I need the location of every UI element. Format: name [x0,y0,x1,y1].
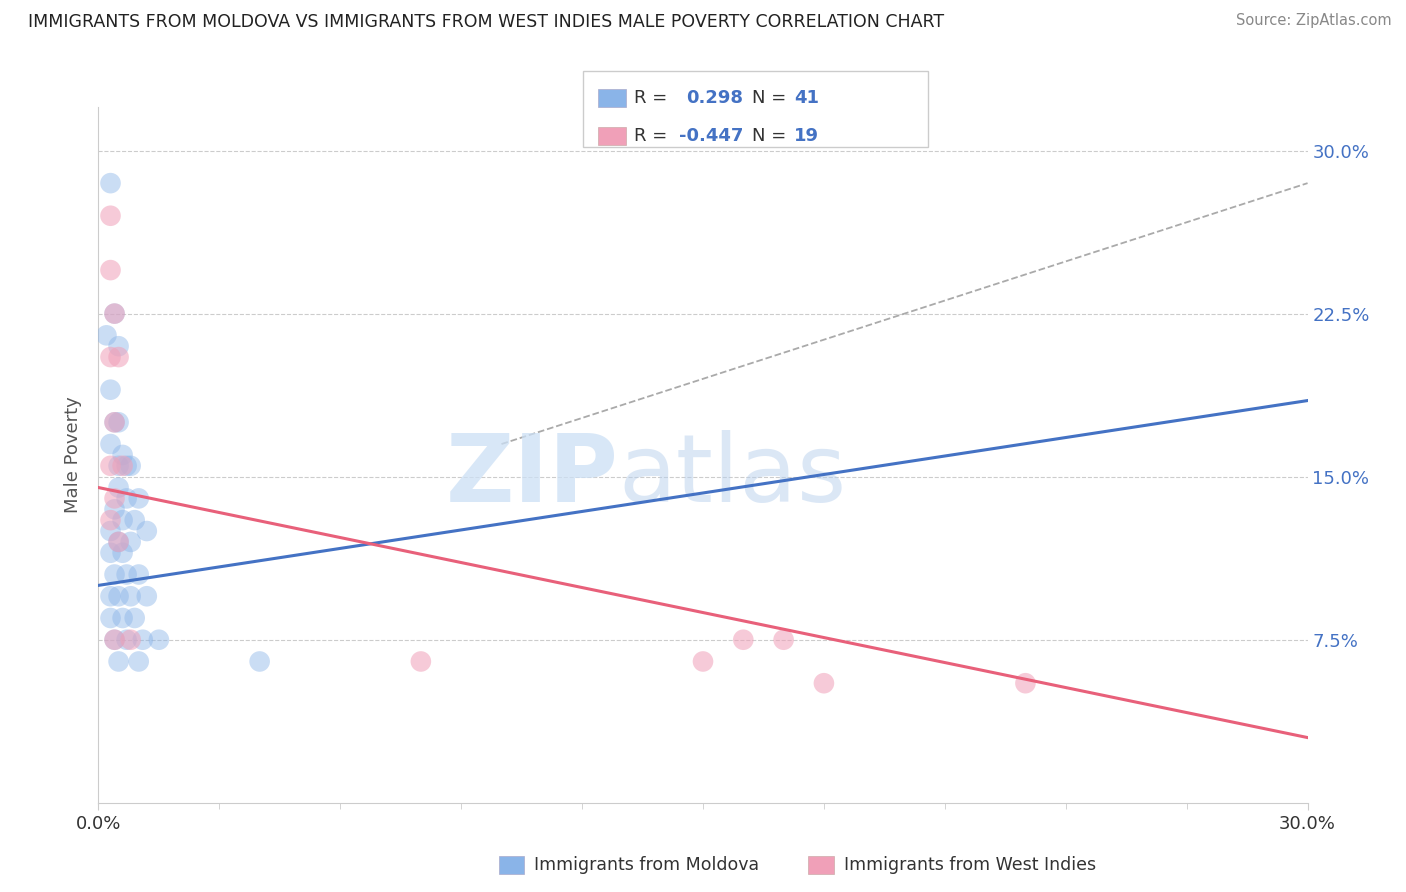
Point [107,339,129,353]
Point [124,513,146,527]
Point [100,524,122,538]
Point [103,567,125,582]
Point [96,328,118,343]
Point [120,458,142,473]
Text: atlas: atlas [619,430,846,522]
Point [107,481,129,495]
Point [111,448,134,462]
Point [107,350,129,364]
Y-axis label: Male Poverty: Male Poverty [65,397,83,513]
Point [120,589,142,603]
Text: Source: ZipAtlas.com: Source: ZipAtlas.com [1236,13,1392,29]
Point [100,458,122,473]
Point [128,655,150,669]
Point [249,655,271,669]
Point [100,546,122,560]
Point [107,589,129,603]
Point [148,632,170,647]
Text: Immigrants from West Indies: Immigrants from West Indies [844,856,1095,874]
Point [103,415,125,429]
Text: N =: N = [752,89,792,107]
Point [128,567,150,582]
Point [111,611,134,625]
Point [107,535,129,549]
Point [107,458,129,473]
Point [107,415,129,429]
Point [103,632,125,647]
Point [128,491,150,506]
Text: 19: 19 [794,127,820,145]
Point [100,350,122,364]
Point [115,458,138,473]
Text: Immigrants from Moldova: Immigrants from Moldova [534,856,759,874]
Point [100,176,122,190]
Text: 0.298: 0.298 [686,89,744,107]
Point [107,535,129,549]
Point [103,632,125,647]
Point [103,491,125,506]
Point [100,263,122,277]
Point [100,437,122,451]
Point [100,589,122,603]
Point [813,676,835,690]
Point [111,458,134,473]
Point [132,632,155,647]
Point [103,307,125,321]
Point [1014,676,1036,690]
Point [115,632,138,647]
Point [103,415,125,429]
Text: 41: 41 [794,89,820,107]
Point [100,209,122,223]
Point [103,502,125,516]
Point [124,611,146,625]
Text: -0.447: -0.447 [679,127,744,145]
Point [100,513,122,527]
Point [409,655,432,669]
Point [115,567,138,582]
Text: ZIP: ZIP [446,430,619,522]
Text: R =: R = [634,89,679,107]
Point [103,307,125,321]
Point [115,491,138,506]
Point [100,383,122,397]
Point [120,632,142,647]
Text: R =: R = [634,127,673,145]
Point [692,655,714,669]
Point [107,655,129,669]
Point [135,524,157,538]
Point [120,535,142,549]
Point [111,546,134,560]
Point [100,611,122,625]
Text: IMMIGRANTS FROM MOLDOVA VS IMMIGRANTS FROM WEST INDIES MALE POVERTY CORRELATION : IMMIGRANTS FROM MOLDOVA VS IMMIGRANTS FR… [28,13,945,31]
Point [772,632,794,647]
Text: N =: N = [752,127,792,145]
Point [733,632,755,647]
Point [135,589,157,603]
Point [111,513,134,527]
